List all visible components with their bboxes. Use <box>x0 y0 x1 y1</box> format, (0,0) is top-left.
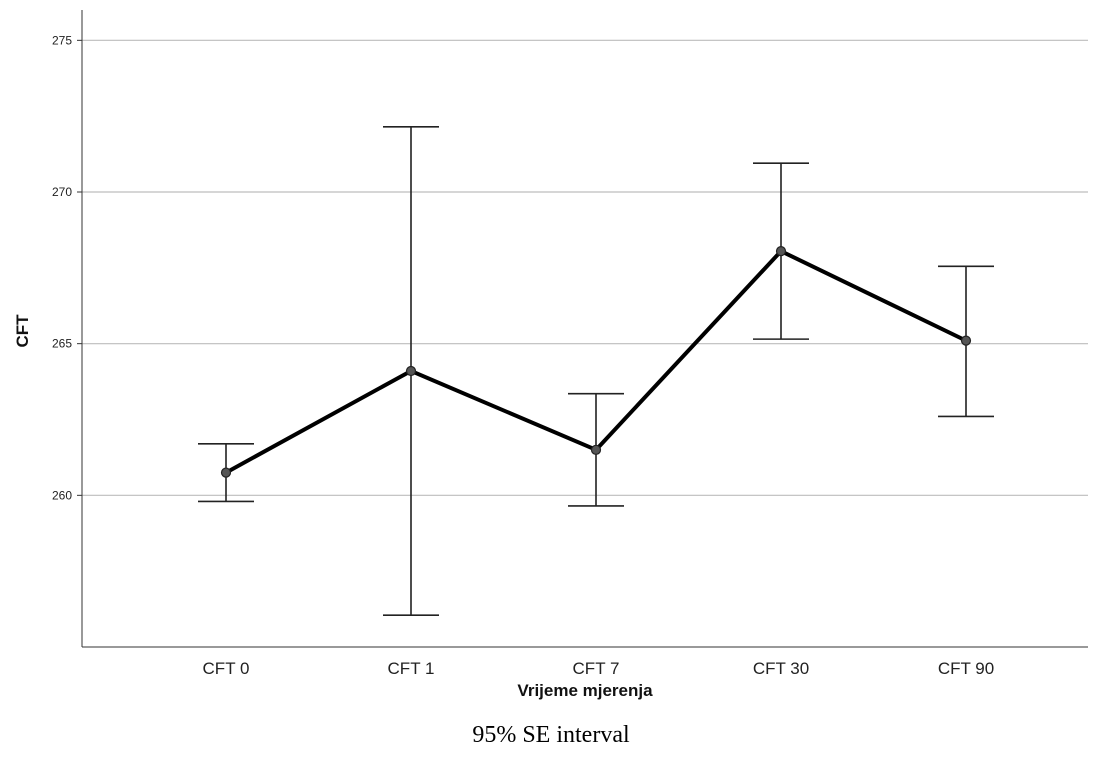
x-category-label: CFT 30 <box>753 659 809 678</box>
y-tick-label: 270 <box>52 185 72 199</box>
x-category-label: CFT 1 <box>388 659 435 678</box>
data-point <box>775 246 787 257</box>
data-point <box>405 365 417 377</box>
x-category-label: CFT 90 <box>938 659 994 678</box>
error-bars <box>198 125 994 616</box>
chart-caption: 95% SE interval <box>472 722 630 748</box>
x-category-labels: CFT 0 CFT 1 CFT 7 CFT 30 CFT 90 <box>203 659 995 678</box>
x-category-label: CFT 7 <box>573 659 620 678</box>
gridlines <box>82 39 1088 496</box>
data-point <box>590 444 602 455</box>
x-category-label: CFT 0 <box>203 659 250 678</box>
y-tick-labels: 260 265 270 275 <box>52 33 82 502</box>
data-point <box>960 335 972 346</box>
x-axis-title: Vrijeme mjerenja <box>517 681 653 700</box>
data-points <box>220 246 972 478</box>
data-point <box>220 467 232 478</box>
y-tick-label: 265 <box>52 337 72 351</box>
y-tick-label: 260 <box>52 488 72 502</box>
y-tick-label: 275 <box>52 33 72 47</box>
chart: 260 265 270 275 CFT 0 CFT 1 CFT 7 CFT 30 CFT 90… <box>13 10 1088 700</box>
y-axis-title: CFT <box>13 314 32 348</box>
